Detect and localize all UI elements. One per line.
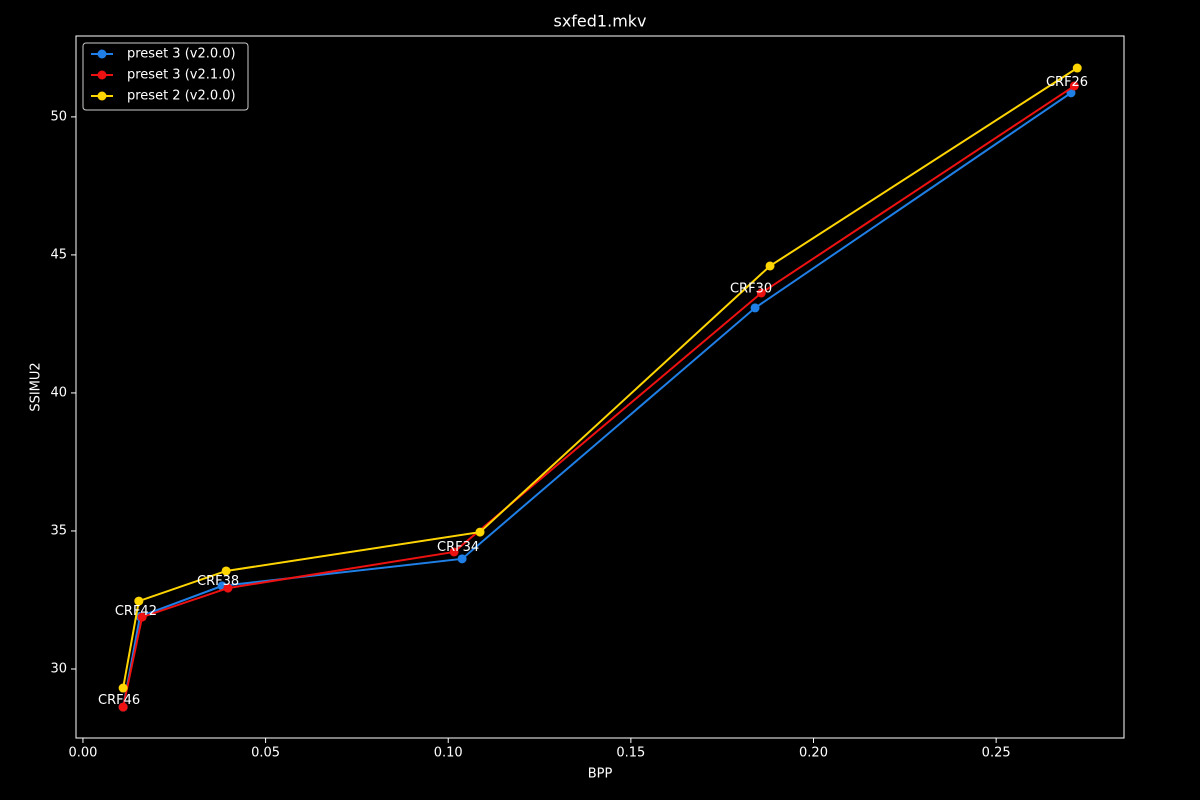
data-point — [457, 554, 467, 564]
y-axis-label: SSIMU2 — [29, 362, 44, 411]
y-tick-label: 50 — [50, 109, 67, 124]
legend-box — [82, 42, 249, 111]
data-point — [765, 261, 775, 271]
data-point — [750, 303, 760, 313]
x-tick-label: 0.20 — [799, 746, 828, 761]
legend-label: preset 3 (v2.1.0) — [127, 68, 236, 83]
y-tick-label: 45 — [50, 247, 67, 262]
x-axis-label: BPP — [588, 767, 613, 782]
plot-frame — [75, 35, 1125, 739]
x-tick-label: 0.15 — [616, 746, 645, 761]
data-point — [118, 683, 128, 693]
data-point — [118, 702, 128, 712]
annotation: CRF34 — [437, 540, 479, 555]
y-tick-label: 40 — [50, 385, 67, 400]
annotation: CRF46 — [98, 693, 140, 708]
y-tick-label: 30 — [50, 661, 67, 676]
y-tick-label: 35 — [50, 523, 67, 538]
legend-marker — [97, 91, 107, 101]
data-point — [221, 566, 231, 576]
series-line — [122, 67, 1078, 689]
annotation: CRF42 — [115, 604, 157, 619]
legend-label: preset 2 (v2.0.0) — [127, 89, 236, 104]
chart-title: sxfed1.mkv — [553, 12, 646, 31]
x-tick-label: 0.10 — [434, 746, 463, 761]
data-point — [449, 547, 459, 557]
data-point — [475, 527, 485, 537]
legend-marker — [97, 49, 107, 59]
data-point — [1069, 81, 1079, 91]
annotation: CRF26 — [1046, 75, 1088, 90]
data-point — [223, 583, 233, 593]
data-point — [137, 612, 147, 622]
series-line — [122, 92, 1072, 708]
data-point — [134, 596, 144, 606]
series-line — [122, 85, 1075, 708]
legend-label: preset 3 (v2.0.0) — [127, 47, 236, 62]
data-point — [1072, 63, 1082, 73]
annotation: CRF38 — [197, 574, 239, 589]
x-tick-label: 0.05 — [251, 746, 280, 761]
x-tick-label: 0.00 — [68, 746, 97, 761]
legend-marker — [97, 70, 107, 80]
x-tick-label: 0.25 — [982, 746, 1011, 761]
data-point — [756, 288, 766, 298]
annotation: CRF30 — [730, 281, 772, 296]
